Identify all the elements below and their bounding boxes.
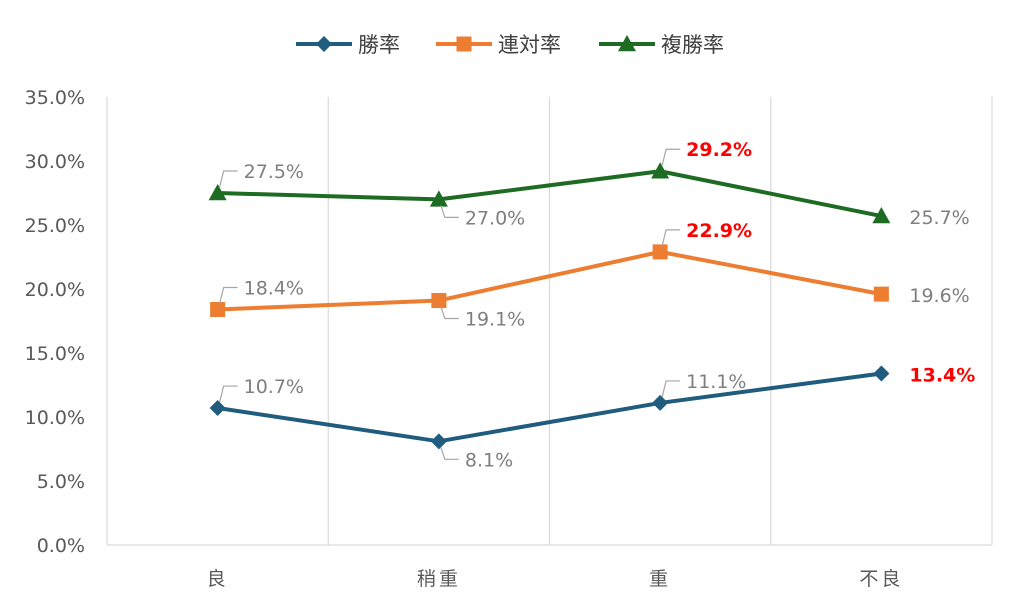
data-point [873,286,889,302]
leader-line [219,286,238,304]
series-group [208,162,891,450]
data-label: 8.1% [465,449,513,471]
data-label: 27.5% [244,161,304,183]
x-tick-label: 重 [649,568,671,590]
y-tick-label: 10.0% [25,407,85,429]
legend-marker [618,35,636,52]
y-tick-label: 30.0% [25,151,85,173]
leader-line [440,447,459,460]
y-axis: 0.0% 5.0% 10.0% 15.0% 20.0% 25.0% 30.0% 35.0% [25,87,85,557]
leader-line [661,148,681,166]
series-triangle [208,162,891,224]
series-diamond [209,365,890,450]
x-tick-label: 良 [207,568,229,590]
data-label-highlight: 22.9% [686,220,752,242]
series-line [217,169,882,219]
x-axis: 良 稍重 重 不良 [207,568,903,590]
series-line [217,249,882,312]
data-point [652,394,669,411]
legend-item-triangle: 複勝率 [599,33,724,57]
leader-line [661,380,681,398]
y-tick-label: 5.0% [37,471,85,493]
series-square [210,244,889,317]
leader-line [219,385,238,403]
data-label-highlight: 29.2% [686,139,752,161]
data-label-highlight: 13.4% [909,364,975,386]
legend: 勝率 連対率 複勝率 [296,33,724,57]
gridlines [106,97,993,546]
data-label: 11.1% [686,371,746,393]
data-point [873,365,890,382]
legend-item-square: 連対率 [436,33,561,57]
legend-marker [456,36,472,52]
y-tick-label: 20.0% [25,279,85,301]
data-label: 19.6% [909,285,969,307]
y-tick-label: 35.0% [25,87,85,109]
data-point [872,207,891,224]
y-tick-label: 0.0% [37,535,85,557]
legend-marker [316,36,332,52]
leader-line [219,170,238,188]
legend-item-diamond: 勝率 [296,33,400,57]
data-point [209,400,226,417]
data-point [431,293,447,309]
y-tick-label: 15.0% [25,343,85,365]
legend-label: 連対率 [498,33,561,57]
leader-line [661,229,681,247]
legend-label: 勝率 [358,33,400,57]
y-tick-label: 25.0% [25,215,85,237]
data-point [430,433,447,450]
data-label: 10.7% [244,376,304,398]
data-label: 25.7% [909,207,969,229]
series-line [217,371,882,444]
x-tick-label: 不良 [859,568,903,590]
data-point [429,190,448,207]
data-point [652,244,668,260]
data-point [208,184,227,201]
data-label: 19.1% [465,309,525,331]
x-tick-label: 稍重 [417,568,461,590]
legend-label: 複勝率 [661,33,724,57]
data-label: 27.0% [465,207,525,229]
data-label: 18.4% [244,277,304,299]
leader-line [440,306,459,320]
data-point [210,301,226,317]
data-point [651,162,670,179]
leader-line [440,205,459,218]
data-labels: 10.7% 8.1% 11.1% 13.4% 18.4% 19.1% 22.9% 19.6% 2… [219,139,975,471]
